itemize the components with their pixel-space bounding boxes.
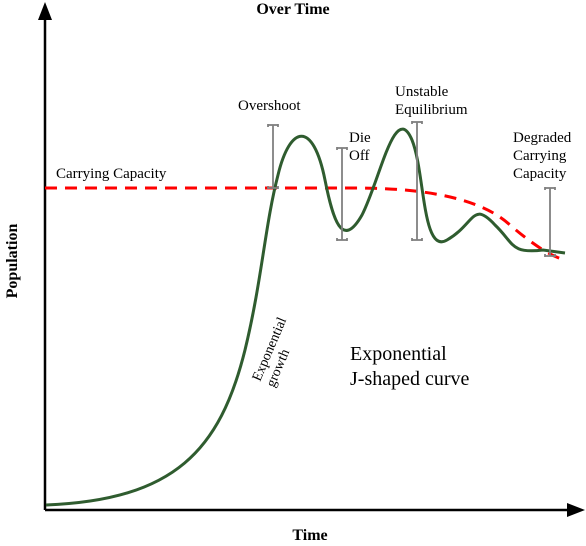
y-axis-arrow-icon [38, 2, 52, 20]
bracket-degraded [545, 187, 555, 257]
unstable-equilibrium-label-line1: Unstable [395, 84, 449, 100]
x-axis-label: Time [292, 527, 327, 544]
carrying-capacity-curve [45, 188, 565, 260]
degraded-cc-label-line3: Capacity [513, 166, 567, 182]
chart-title: Over Time [256, 1, 329, 18]
axes: Time Population [4, 2, 585, 544]
x-axis-arrow-icon [567, 503, 585, 517]
curve-description-line2: J-shaped curve [350, 368, 470, 390]
population-overshoot-chart: Over Time Time Population Carrying Capac… [0, 0, 586, 546]
y-axis-label: Population [4, 224, 21, 299]
overshoot-label: Overshoot [238, 98, 301, 114]
unstable-equilibrium-label-line2: Equilibrium [395, 102, 468, 118]
carrying-capacity-label: Carrying Capacity [56, 166, 167, 182]
die-off-label-line1: Die [349, 130, 371, 146]
degraded-cc-label-line1: Degraded [513, 130, 572, 146]
curve-description-line1: Exponential [350, 343, 447, 365]
population-curve [46, 129, 565, 505]
die-off-label-line2: Off [349, 148, 370, 164]
degraded-cc-label-line2: Carrying [513, 148, 567, 164]
